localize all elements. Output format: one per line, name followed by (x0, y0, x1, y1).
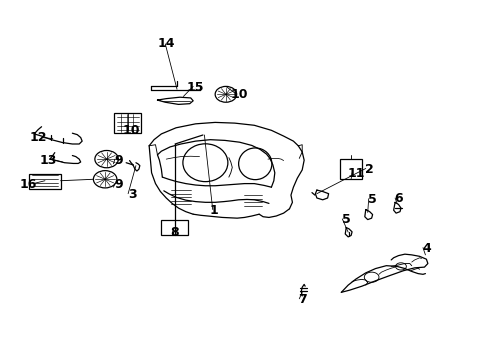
Bar (114, 113, 141, 133)
Text: 9: 9 (114, 154, 122, 167)
Text: 4: 4 (421, 242, 430, 255)
Text: 10: 10 (122, 124, 140, 137)
Text: 12: 12 (29, 131, 47, 144)
Text: 5: 5 (341, 213, 350, 226)
Text: 13: 13 (39, 154, 57, 167)
Text: 7: 7 (297, 293, 306, 306)
Text: 8: 8 (170, 226, 179, 239)
Bar (340, 159, 361, 179)
Bar (161, 220, 188, 235)
Text: 14: 14 (157, 37, 175, 50)
Text: 9: 9 (114, 178, 122, 191)
Text: 16: 16 (20, 178, 37, 191)
Text: 11: 11 (346, 167, 364, 180)
Text: 6: 6 (393, 192, 402, 205)
Text: 15: 15 (186, 81, 204, 94)
Text: 5: 5 (367, 193, 376, 206)
Text: 1: 1 (209, 204, 218, 217)
Bar (29, 174, 61, 189)
Text: 2: 2 (364, 163, 373, 176)
Text: 3: 3 (127, 188, 136, 201)
Text: 10: 10 (230, 88, 248, 101)
